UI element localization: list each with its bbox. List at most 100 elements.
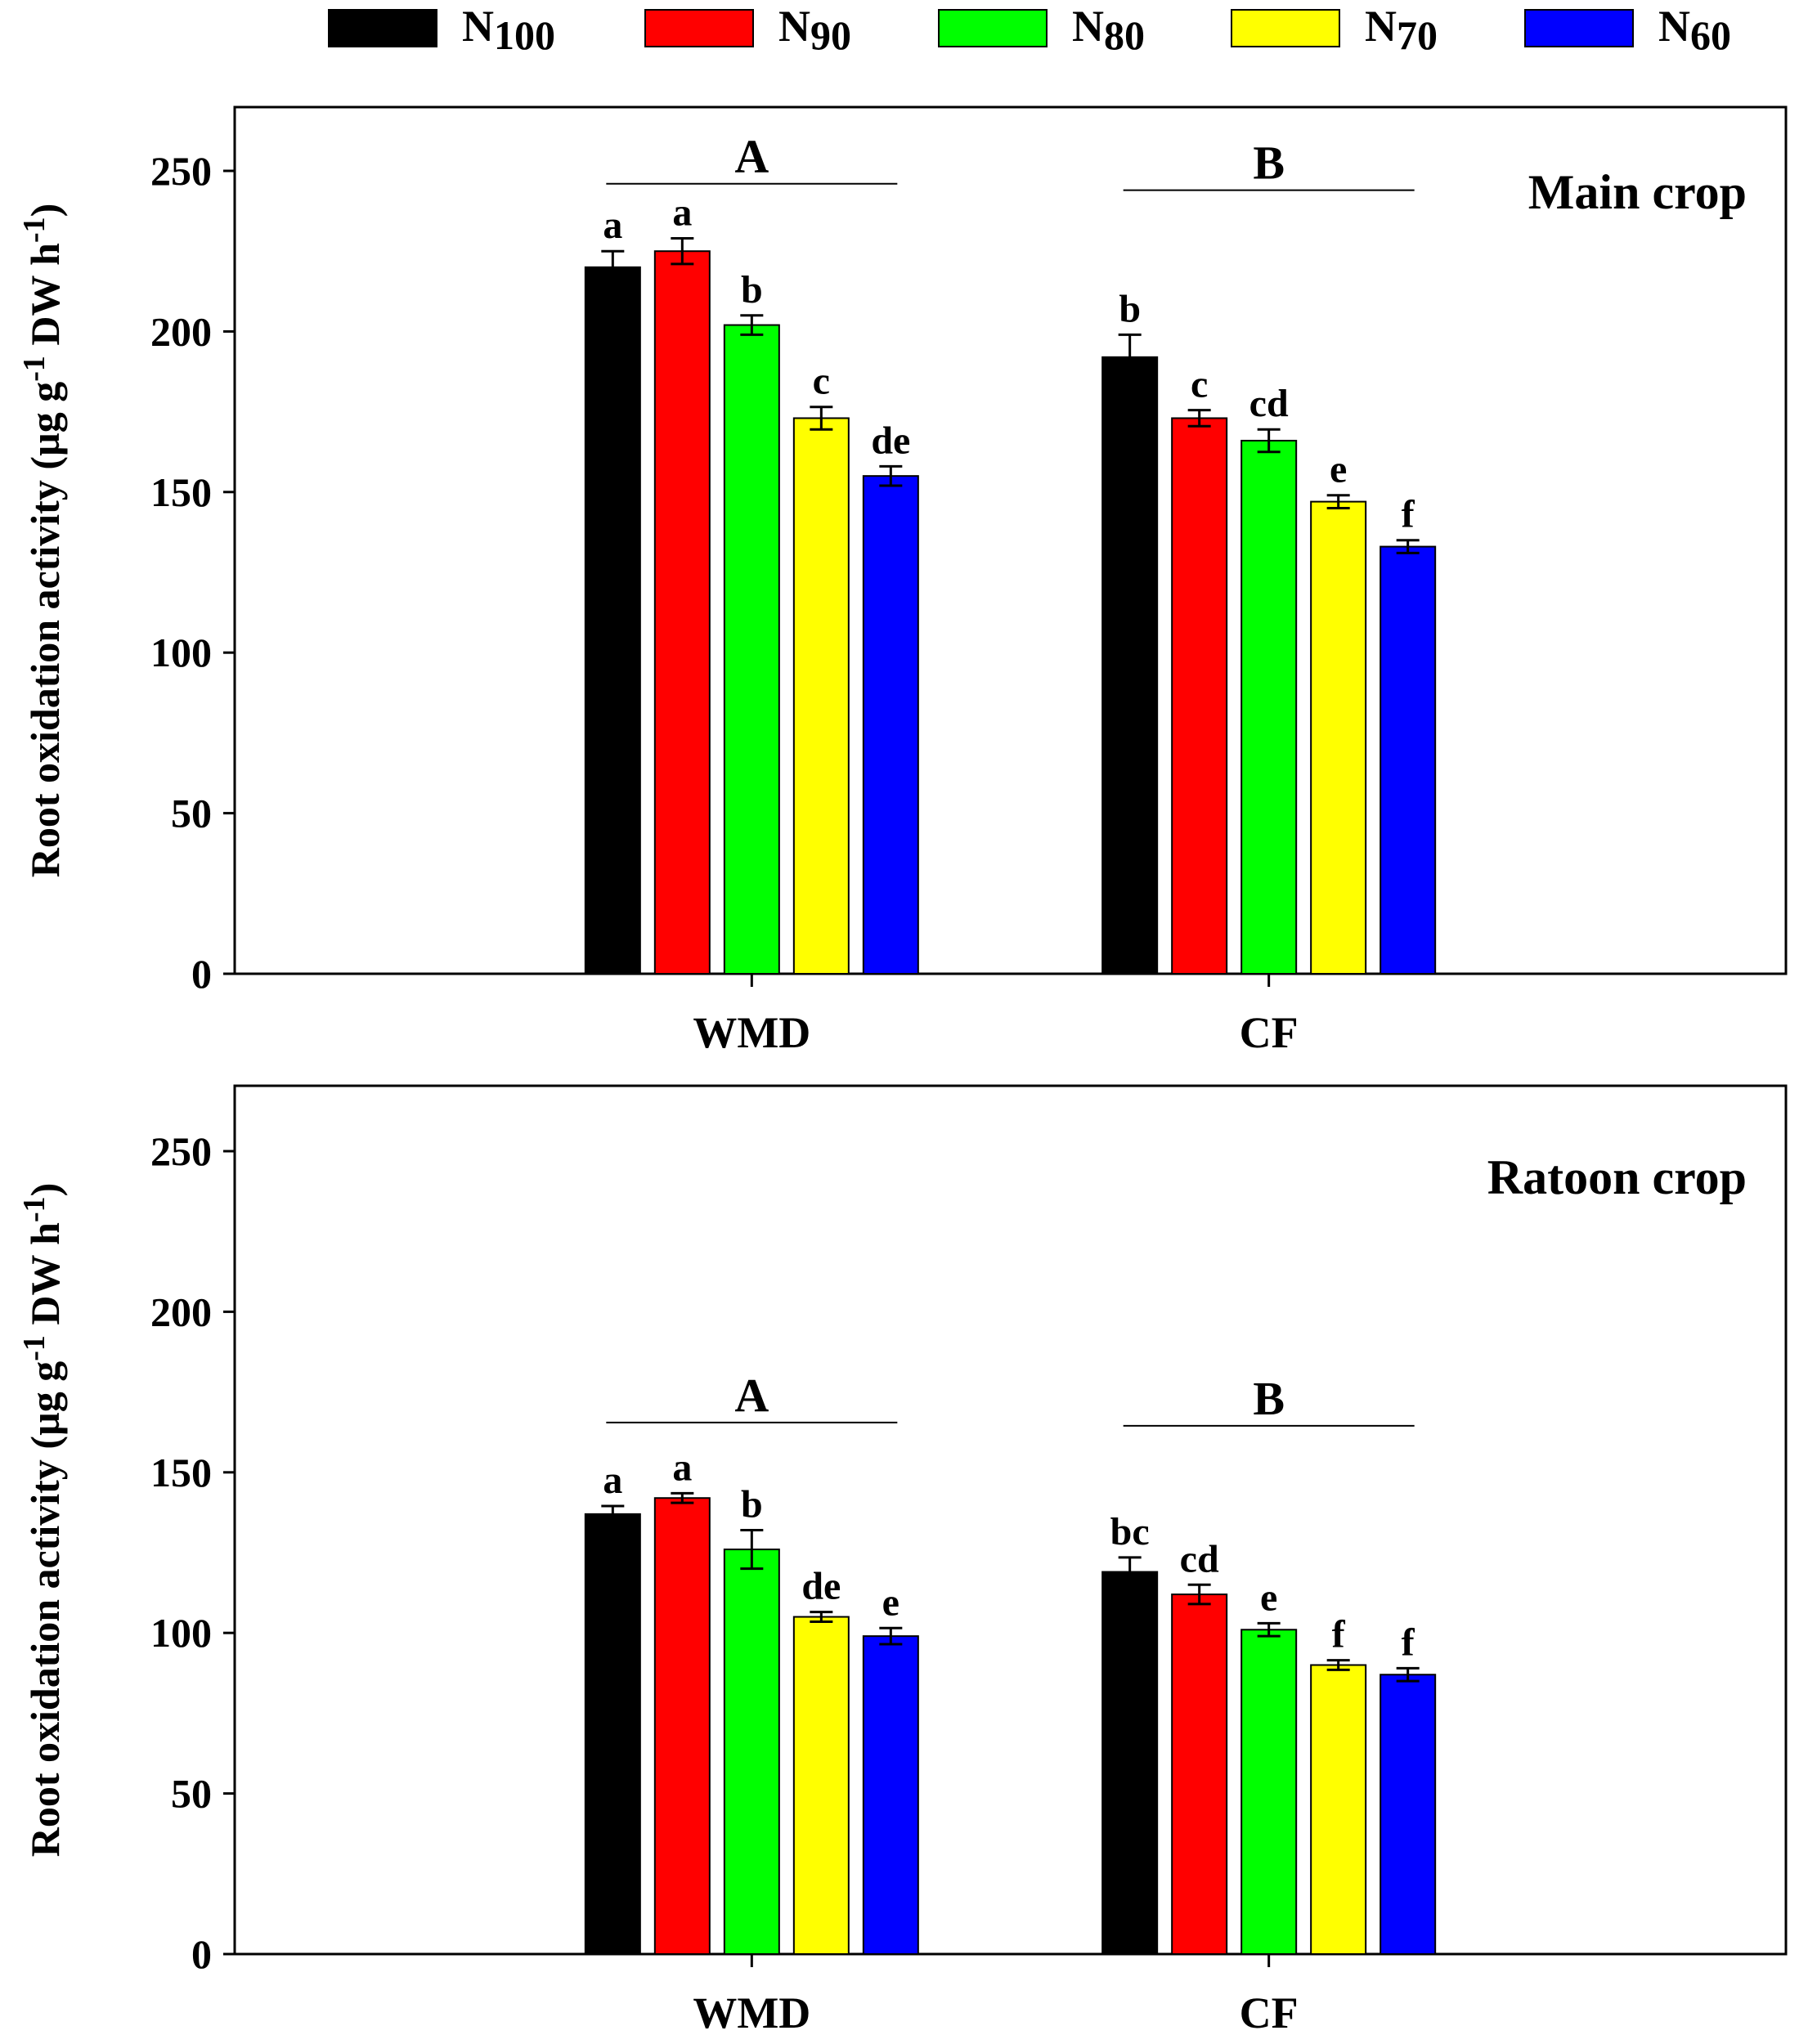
significance-letter: de [871, 419, 910, 462]
legend-label: N80 [1072, 2, 1145, 58]
bar-CF-N80 [1240, 1629, 1298, 1955]
bar-CF-N80 [1240, 439, 1298, 975]
legend-item-N60: N60 [1524, 2, 1731, 58]
error-bar [810, 1611, 833, 1623]
legend-label: N60 [1658, 2, 1731, 58]
legend-item-N90: N90 [644, 2, 851, 58]
bar-WMD-N80 [723, 1549, 780, 1956]
bar-WMD-N80 [723, 324, 780, 975]
significance-letter: e [1330, 448, 1347, 491]
y-tick-label: 50 [171, 791, 212, 836]
legend: N100 N90 N80 N70 N60 [328, 2, 1731, 58]
group-letter: B [1253, 1372, 1285, 1425]
group-letter: A [734, 130, 769, 183]
error-bar [1257, 1621, 1281, 1638]
error-bar [1396, 1666, 1420, 1683]
y-tick-label: 50 [171, 1771, 212, 1817]
bar-CF-N60 [1380, 1674, 1437, 1955]
legend-swatch [328, 9, 437, 47]
bar-CF-N60 [1380, 545, 1437, 975]
legend-swatch [644, 9, 754, 47]
y-tick-label: 200 [150, 308, 212, 354]
error-bar [601, 249, 625, 285]
y-tick-label: 0 [191, 951, 212, 997]
significance-letter: b [741, 268, 763, 312]
panel-title: Ratoon crop [1487, 1150, 1747, 1204]
error-bar [601, 1504, 625, 1524]
legend-label: N70 [1365, 2, 1438, 58]
significance-letter: a [603, 204, 622, 247]
significance-letter: a [672, 191, 692, 234]
legend-swatch [938, 9, 1048, 47]
legend-swatch [1231, 9, 1340, 47]
significance-letter: a [672, 1446, 692, 1489]
y-tick-label: 0 [191, 1931, 212, 1977]
significance-letter: f [1402, 493, 1415, 536]
bar-WMD-N60 [862, 475, 919, 975]
legend-item-N70: N70 [1231, 2, 1438, 58]
significance-letter: a [603, 1459, 622, 1502]
significance-letter: c [1191, 363, 1208, 406]
plot-frame [233, 1084, 1788, 1956]
error-bar [879, 464, 903, 487]
bar-CF-N90 [1171, 1594, 1228, 1955]
group-letter: A [734, 1369, 769, 1422]
x-tick-label-WMD: WMD [693, 1008, 810, 1057]
y-axis-label: Root oxidation activity (µg g-1 DW h-1) [17, 1183, 68, 1858]
error-bar [1187, 1583, 1211, 1606]
bar-WMD-N90 [653, 1497, 711, 1955]
significance-letter: e [1260, 1576, 1277, 1619]
bar-CF-N90 [1171, 417, 1228, 975]
significance-letter: f [1332, 1613, 1346, 1656]
error-bar [879, 1626, 903, 1646]
bar-WMD-N100 [584, 1513, 641, 1955]
significance-letter: c [813, 360, 830, 403]
group-letter: B [1253, 137, 1285, 190]
significance-letter: f [1402, 1620, 1415, 1664]
bar-WMD-N60 [862, 1635, 919, 1956]
bar-WMD-N70 [792, 1616, 850, 1956]
error-bar [1257, 428, 1281, 454]
error-bar [1326, 494, 1350, 509]
bar-WMD-N90 [653, 250, 711, 975]
y-tick-label: 150 [150, 1450, 212, 1495]
y-tick-label: 250 [150, 1128, 212, 1174]
panel-title: Main crop [1528, 165, 1747, 219]
significance-letter: e [882, 1580, 900, 1624]
legend-item-N100: N100 [328, 2, 555, 58]
significance-letter: cd [1180, 1537, 1219, 1580]
plot-frame [233, 105, 1788, 975]
error-bar [1118, 333, 1142, 381]
error-bar [810, 406, 833, 431]
bar-WMD-N70 [792, 417, 850, 975]
x-tick-label-CF: CF [1240, 1008, 1299, 1057]
legend-swatch [1524, 9, 1634, 47]
y-tick-label: 100 [150, 630, 212, 675]
y-axis-label: Root oxidation activity (µg g-1 DW h-1) [17, 204, 68, 878]
error-bar [740, 314, 764, 336]
bar-CF-N70 [1310, 500, 1367, 975]
x-tick-label-CF: CF [1240, 1988, 1299, 2037]
error-bar [1326, 1659, 1350, 1671]
error-bar [671, 1491, 694, 1504]
significance-letter: de [801, 1565, 841, 1608]
bar-CF-N70 [1310, 1664, 1367, 1955]
error-bar [1396, 539, 1420, 554]
main-crop-panel: 0 50 100 150 200 250 Root oxidation activity (… [17, 105, 1788, 1057]
bar-CF-N100 [1101, 1571, 1159, 1955]
error-bar [671, 236, 694, 266]
y-tick-label: 250 [150, 148, 212, 194]
y-tick-label: 150 [150, 469, 212, 515]
y-tick-label: 100 [150, 1610, 212, 1656]
legend-label: N90 [778, 2, 851, 58]
y-tick-label: 200 [150, 1289, 212, 1334]
legend-item-N80: N80 [938, 2, 1145, 58]
significance-letter: cd [1249, 382, 1289, 425]
ratoon-crop-panel: 0 50 100 150 200 250 Root oxidation activity (… [17, 1084, 1788, 2037]
significance-letter: b [741, 1483, 763, 1526]
error-bar [740, 1529, 764, 1571]
significance-letter: b [1119, 287, 1141, 330]
error-bar [1118, 1556, 1142, 1588]
